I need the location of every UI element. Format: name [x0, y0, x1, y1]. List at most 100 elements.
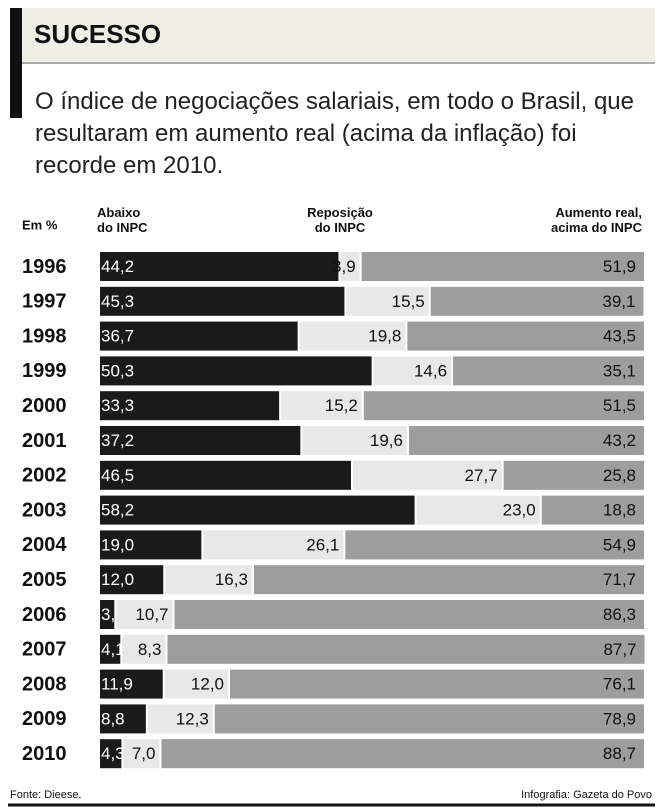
value-label: 10,7	[135, 605, 168, 624]
bar-segment	[302, 426, 407, 455]
bar-segment	[100, 600, 115, 629]
value-label: 76,1	[603, 675, 636, 694]
value-label: 12,0	[101, 570, 134, 589]
y-tick-label: 2000	[22, 395, 67, 417]
credit: Infografia: Gazeta do Povo	[521, 789, 652, 801]
value-label: 35,1	[603, 361, 636, 380]
chart-title: SUCESSO	[34, 19, 161, 49]
legend-entry: Aumento real, acima do INPC	[550, 205, 642, 235]
y-tick-label: 2005	[22, 569, 67, 591]
bar-segment	[430, 286, 644, 316]
bar-segment	[346, 286, 429, 316]
y-tick-label: 1997	[22, 291, 67, 313]
bar-segment	[100, 252, 339, 281]
value-label: 7,0	[132, 744, 156, 763]
value-label: 71,7	[603, 570, 636, 589]
value-label: 88,7	[603, 744, 636, 763]
subtitle: O índice de negociações salariais, em to…	[35, 88, 635, 179]
value-label: 25,8	[603, 466, 636, 485]
bar-segment	[299, 321, 406, 351]
value-label: 12,0	[191, 675, 224, 694]
value-label: 26,1	[306, 535, 339, 554]
value-label: 15,5	[392, 292, 425, 311]
value-label: 37,2	[101, 431, 134, 450]
bar-segment	[253, 565, 644, 595]
bar-segment	[167, 634, 645, 664]
bar-segment	[100, 356, 372, 386]
y-tick-label: 2001	[22, 430, 67, 452]
bar-segment	[100, 704, 146, 734]
bar-segment	[100, 286, 345, 316]
value-label: 33,3	[101, 396, 134, 415]
value-label: 19,8	[368, 327, 401, 346]
value-label: 19,0	[101, 535, 134, 554]
value-label: 78,9	[603, 709, 636, 728]
bar-segment	[123, 739, 160, 769]
bar-segment	[416, 495, 540, 525]
bar-segment	[361, 252, 644, 281]
y-tick-label: 2003	[22, 499, 67, 521]
bar-segment	[352, 460, 502, 490]
value-label: 45,3	[101, 292, 134, 311]
bar-segment	[165, 565, 252, 595]
value-label: 36,7	[101, 327, 134, 346]
y-tick-label: 2009	[22, 708, 67, 730]
value-label: 86,3	[603, 605, 636, 624]
y-tick-label: 2007	[22, 639, 67, 661]
title-band	[10, 8, 655, 62]
bar-segment	[363, 391, 644, 421]
bar-segment	[147, 704, 213, 734]
value-label: 87,7	[603, 640, 636, 659]
bar-segment	[122, 634, 166, 664]
value-label: 23,0	[503, 501, 536, 520]
value-label: 27,7	[465, 466, 498, 485]
bar-segment	[503, 460, 644, 490]
y-tick-label: 1996	[22, 256, 67, 278]
value-label: 51,9	[603, 257, 636, 276]
value-label: 43,5	[603, 327, 636, 346]
y-tick-label: 2010	[22, 743, 67, 765]
bar-segment	[100, 634, 121, 664]
y-tick-label: 1999	[22, 360, 67, 382]
bar-segment	[100, 669, 163, 699]
bar-segment	[100, 530, 202, 560]
bar-segment	[116, 600, 173, 629]
value-label: 8,3	[138, 640, 162, 659]
bar-segment	[340, 252, 360, 281]
bar-segment	[230, 669, 645, 699]
y-tick-label: 1998	[22, 325, 67, 347]
bar-segment	[100, 739, 122, 769]
legend-entry: Reposição do INPC	[307, 205, 373, 235]
bar-segment	[214, 704, 644, 734]
value-label: 11,9	[101, 675, 133, 694]
value-label: 58,2	[101, 501, 134, 520]
bar-segment	[408, 426, 644, 455]
legend-entry: Abaixo do INPC	[97, 205, 148, 235]
value-label: 51,5	[603, 396, 636, 415]
source: Fonte: Dieese.	[10, 789, 82, 801]
value-label: 3,9	[332, 257, 356, 276]
value-label: 18,8	[603, 501, 636, 520]
value-label: 15,2	[325, 396, 358, 415]
value-label: 44,2	[101, 257, 134, 276]
unit-label: Em %	[22, 217, 58, 232]
y-tick-label: 2008	[22, 673, 67, 695]
value-label: 54,9	[603, 535, 636, 554]
value-label: 14,6	[414, 361, 447, 380]
bar-segment	[281, 391, 362, 421]
bar-segment	[453, 356, 644, 386]
bar-segment	[164, 669, 229, 699]
bar-segment	[100, 565, 164, 595]
value-label: 46,5	[101, 466, 134, 485]
bar-segment	[100, 460, 351, 490]
bar-segment	[100, 391, 280, 421]
y-tick-label: 2006	[22, 604, 67, 626]
bar-segment	[203, 530, 344, 560]
value-label: 50,3	[101, 361, 134, 380]
y-tick-label: 2004	[22, 534, 67, 556]
bar-segment	[407, 321, 644, 351]
bar-segment	[373, 356, 452, 386]
value-label: 39,1	[602, 292, 635, 311]
